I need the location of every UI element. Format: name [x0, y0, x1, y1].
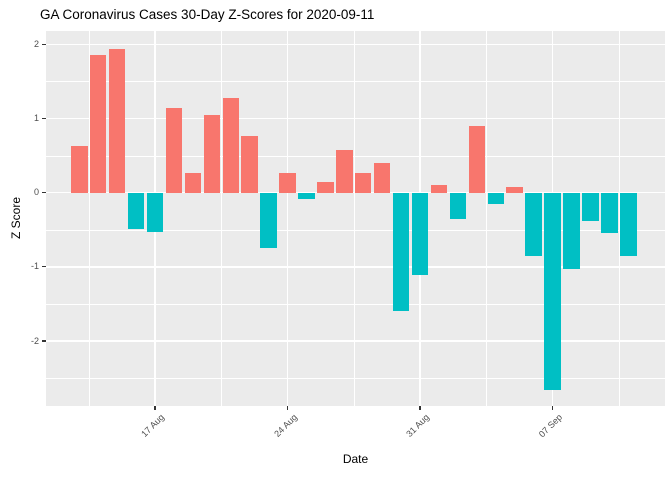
- y-tick-label: 2: [33, 38, 39, 49]
- y-minor-gridline: [46, 81, 665, 83]
- x-minor-gridline: [221, 31, 223, 406]
- y-major-gridline: [46, 340, 665, 342]
- chart-title: GA Coronavirus Cases 30-Day Z-Scores for…: [40, 7, 375, 22]
- x-major-gridline: [286, 31, 289, 406]
- zscore-bar: [71, 145, 88, 193]
- zscore-bar: [241, 135, 258, 193]
- zscore-bar: [601, 192, 618, 233]
- zscore-bar: [582, 192, 599, 221]
- x-minor-gridline: [486, 31, 488, 406]
- zscore-bar: [544, 192, 561, 391]
- y-tick-label: 1: [33, 112, 39, 123]
- zscore-bar: [184, 172, 202, 193]
- y-tick-mark: [41, 43, 46, 45]
- zscore-bar: [620, 192, 637, 256]
- zscore-bar: [317, 182, 334, 193]
- x-tick-label: 07 Sep: [536, 412, 564, 440]
- zscore-bar: [298, 192, 315, 200]
- x-tick-label: 31 Aug: [404, 412, 432, 439]
- zscore-bar: [90, 54, 107, 193]
- zscore-bar: [487, 192, 504, 204]
- zscore-bar: [355, 173, 372, 193]
- y-major-gridline: [46, 266, 665, 268]
- zscore-bar: [411, 192, 429, 276]
- zscore-bar: [468, 125, 486, 193]
- y-tick-label: -1: [30, 261, 39, 272]
- y-axis-title: Z Score: [9, 196, 23, 240]
- x-tick-label: 24 Aug: [271, 412, 299, 439]
- y-minor-gridline: [46, 229, 665, 231]
- zscore-bar: [336, 149, 353, 193]
- y-minor-gridline: [46, 378, 665, 379]
- zscore-bar: [260, 192, 277, 248]
- x-tick-mark: [551, 406, 554, 410]
- x-tick-label: 17 Aug: [139, 412, 167, 439]
- y-tick-mark: [41, 192, 46, 194]
- y-minor-gridline: [46, 303, 665, 305]
- zscore-bar: [525, 192, 542, 256]
- zscore-bar: [203, 114, 221, 193]
- x-minor-gridline: [88, 31, 90, 406]
- y-tick-mark: [41, 266, 46, 268]
- x-tick-mark: [154, 406, 156, 410]
- y-tick-label: 0: [33, 187, 39, 198]
- y-major-gridline: [46, 191, 665, 194]
- zscore-bar: [563, 192, 580, 270]
- zscore-bar: [430, 184, 448, 193]
- y-tick-mark: [41, 117, 46, 120]
- zscore-bar: [392, 192, 410, 312]
- x-tick-mark: [286, 406, 289, 410]
- zscore-bar: [506, 187, 523, 193]
- x-minor-gridline: [353, 31, 355, 406]
- zscore-bar: [127, 192, 145, 230]
- y-tick-mark: [41, 340, 46, 342]
- zscore-bar: [146, 192, 164, 232]
- zscore-bar: [449, 192, 467, 220]
- zscore-bar: [165, 108, 183, 193]
- y-minor-gridline: [46, 155, 665, 157]
- zscore-bar: [373, 162, 391, 193]
- x-minor-gridline: [618, 31, 620, 406]
- zscore-bar: [279, 172, 296, 193]
- plot-panel: [46, 31, 665, 406]
- y-tick-label: -2: [30, 335, 39, 346]
- y-major-gridline: [46, 117, 665, 120]
- zscore-bar: [108, 48, 126, 193]
- x-axis-title: Date: [342, 452, 369, 466]
- y-major-gridline: [46, 43, 665, 45]
- x-tick-mark: [419, 406, 421, 410]
- zscore-bar: [222, 98, 239, 193]
